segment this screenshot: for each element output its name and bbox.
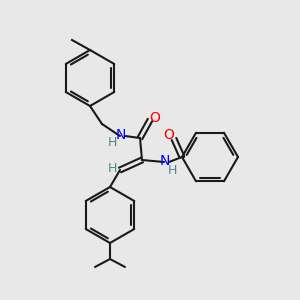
Text: O: O	[150, 111, 160, 125]
Text: H: H	[107, 136, 117, 149]
Text: H: H	[107, 161, 117, 175]
Text: H: H	[167, 164, 177, 176]
Text: N: N	[160, 154, 170, 168]
Text: N: N	[116, 128, 126, 142]
Text: O: O	[164, 128, 174, 142]
